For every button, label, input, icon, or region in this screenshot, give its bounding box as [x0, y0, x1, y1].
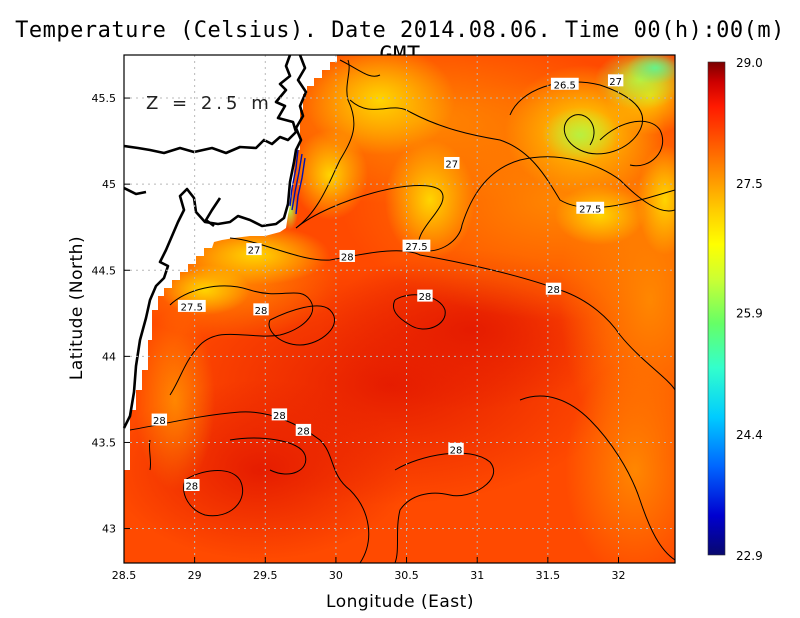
contour-label: 28 [547, 285, 560, 296]
y-tick-label: 44.5 [92, 264, 117, 277]
bay-isotherms [289, 149, 306, 215]
x-axis-ticks: 28.5 29 29.5 30 30.5 31 31.5 32 [112, 557, 625, 582]
contour-label: 27.5 [405, 242, 427, 253]
contour-label-box [402, 239, 431, 252]
temperature-field [124, 55, 675, 563]
x-tick-label: 31 [470, 569, 484, 582]
colorbar-tick-label: 25.9 [736, 307, 763, 321]
contour-lines [129, 59, 675, 563]
x-tick-label: 30 [329, 569, 343, 582]
contour-label-box [177, 299, 206, 312]
x-tick-label: 28.5 [112, 569, 137, 582]
contour-label: 28 [341, 252, 354, 263]
colorbar [707, 61, 726, 556]
colorbar-tick-label: 24.4 [736, 428, 763, 442]
colorbar-tick-label: 29.0 [736, 56, 763, 70]
x-tick-label: 30.5 [394, 569, 419, 582]
contour-label-box [448, 442, 464, 455]
contour-label: 28 [273, 411, 286, 422]
x-tick-label: 31.5 [536, 569, 561, 582]
contour-label: 28 [255, 306, 268, 317]
contour-label: 28 [450, 445, 463, 456]
y-tick-label: 45.5 [92, 92, 117, 105]
colorbar-labels: 29.0 27.5 25.9 24.4 22.9 [736, 56, 763, 563]
x-tick-label: 32 [611, 569, 625, 582]
plot-frame [123, 54, 676, 564]
contour-label: 27 [248, 246, 261, 257]
x-tick-label: 29 [188, 569, 202, 582]
contour-label-box [246, 243, 262, 256]
contour-label: 28 [185, 482, 198, 493]
x-axis-label: Longitude (East) [326, 592, 474, 612]
contour-label-box [253, 303, 269, 316]
contour-label: 27.5 [181, 302, 203, 313]
contour-label-box [271, 408, 288, 421]
contour-label-box [607, 74, 624, 87]
contour-label-box [444, 156, 460, 169]
depth-annotation: Z = 2.5 m [146, 93, 273, 114]
contour-label-box [576, 201, 605, 214]
contour-label-box [339, 249, 355, 262]
y-tick-label: 45 [102, 178, 116, 191]
contour-label-box [550, 77, 579, 90]
contour-label: 28 [153, 416, 166, 427]
x-tick-label: 29.5 [253, 569, 278, 582]
y-tick-label: 44 [102, 350, 116, 363]
contour-label-box [151, 413, 168, 426]
y-tick-label: 43 [102, 523, 116, 536]
land-mask [124, 55, 337, 470]
contour-label: 27.5 [579, 204, 601, 215]
contour-label: 28 [419, 292, 432, 303]
colorbar-tick-label: 22.9 [736, 549, 763, 563]
contour-label: 27 [445, 159, 458, 170]
contour-label: 27 [609, 77, 622, 88]
y-axis-label: Latitude (North) [67, 236, 87, 380]
contour-label: 28 [297, 426, 310, 437]
contour-label: 26.5 [554, 80, 576, 91]
contour-label-box [545, 282, 562, 295]
y-axis-ticks: 43 43.5 44 44.5 45 45.5 [92, 92, 130, 536]
contour-label-box [417, 289, 433, 302]
y-tick-label: 43.5 [92, 436, 117, 449]
colorbar-tick-label: 27.5 [736, 177, 763, 191]
contour-labels: 26.5 27 27 27.5 27 28 27.5 28 27.5 28 28 28 28 28 28 28 [151, 74, 624, 493]
contour-label-box [184, 479, 200, 492]
contour-label-box [295, 423, 312, 436]
coastline [122, 54, 308, 429]
